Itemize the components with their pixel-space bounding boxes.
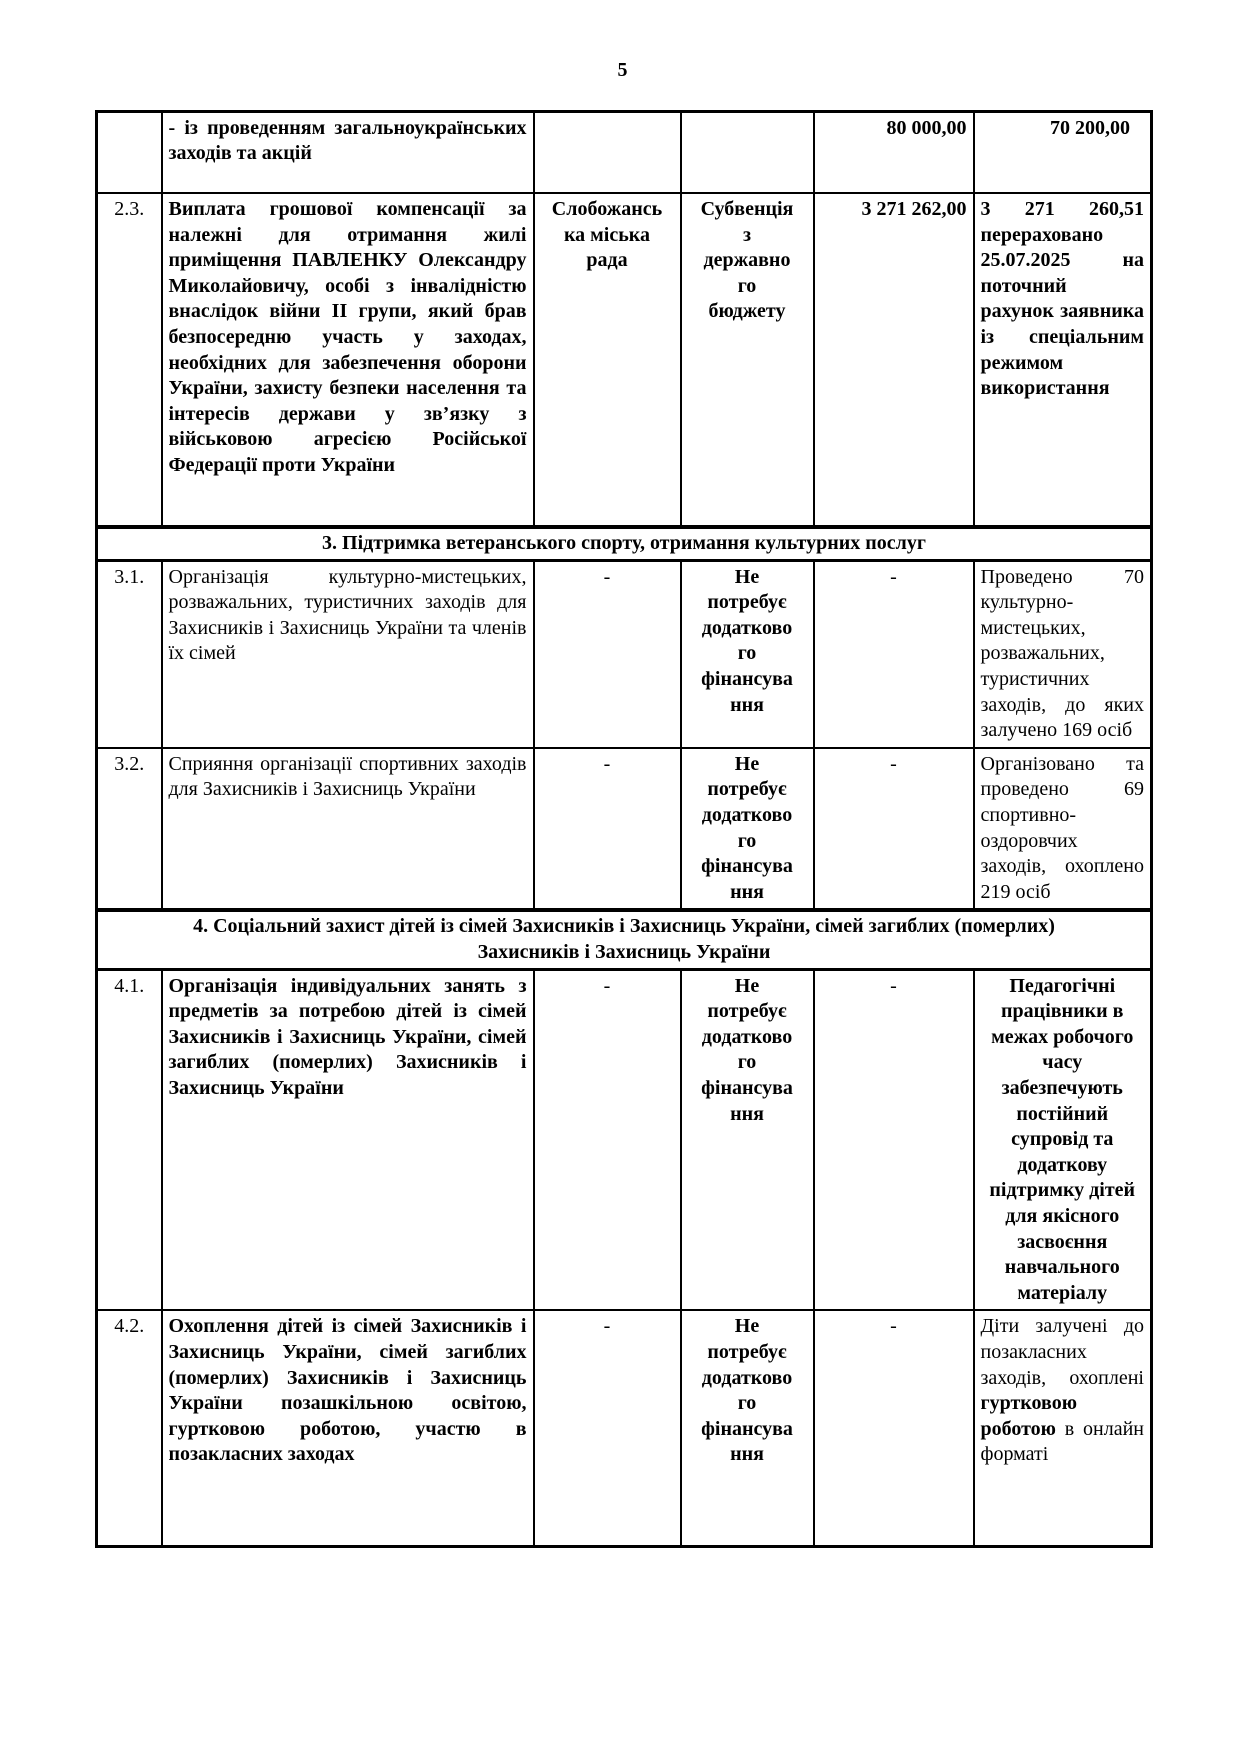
cell-planned-amount: 3 271 262,00: [812, 192, 975, 529]
cell-item-number: 4.2.: [95, 1309, 163, 1548]
cell-funding-source: [679, 110, 815, 195]
cell-funding-source: Субвенція з державно го бюджету: [679, 192, 815, 529]
report-table: - із проведенням загальноукраїнських зах…: [95, 109, 1153, 1548]
result-text-bold: гуртковою роботою: [980, 1392, 1077, 1440]
cell-planned-amount: -: [812, 968, 975, 1312]
cell-funding-source: Не потребує додатково го фінансува ння: [679, 1309, 815, 1548]
cell-result: Організовано та проведено 69 спортивно-о…: [972, 746, 1153, 912]
cell-item-number: [95, 110, 163, 195]
section-title: 3. Підтримка ветеранського спорту, отрим…: [95, 525, 1153, 562]
cell-result: Діти залучені до позакласних заходів, ох…: [972, 1309, 1153, 1548]
cell-measure-description: Охоплення дітей із сімей Захисників і За…: [160, 1309, 535, 1548]
cell-planned-amount: 80 000,00: [812, 110, 975, 195]
cell-item-number: 3.2.: [95, 746, 163, 912]
section-title-text: 4. Соціальний захист дітей із сімей Захи…: [193, 915, 1055, 963]
cell-result: Педагогічні працівники в межах робочого …: [972, 968, 1153, 1312]
table-row-continuation: - із проведенням загальноукраїнських зах…: [95, 110, 1153, 195]
table-row-2-3: 2.3. Виплата грошової компенсації за нал…: [95, 192, 1153, 529]
cell-item-number: 2.3.: [95, 192, 163, 529]
cell-funding-source: Не потребує додатково го фінансува ння: [679, 968, 815, 1312]
cell-executor: -: [532, 1309, 682, 1548]
cell-measure-description: Виплата грошової компенсації за належні …: [160, 192, 535, 529]
cell-executor: Слобожансь ка міська рада: [532, 192, 682, 529]
section-title: 4. Соціальний захист дітей із сімей Захи…: [95, 908, 1153, 971]
cell-measure-description: Організація культурно-мистецьких, розваж…: [160, 559, 535, 749]
cell-item-number: 4.1.: [95, 968, 163, 1312]
cell-measure-description: Організація індивідуальних занять з пред…: [160, 968, 535, 1312]
cell-executor: -: [532, 746, 682, 912]
cell-item-number: 3.1.: [95, 559, 163, 749]
cell-planned-amount: -: [812, 1309, 975, 1548]
cell-executor: -: [532, 968, 682, 1312]
cell-funding-source: Не потребує додатково го фінансува ння: [679, 559, 815, 749]
cell-measure-description: - із проведенням загальноукраїнських зах…: [160, 110, 535, 195]
section-header-row-4: 4. Соціальний захист дітей із сімей Захи…: [95, 908, 1153, 971]
cell-funding-source: Не потребує додатково го фінансува ння: [679, 746, 815, 912]
table-row-3-2: 3.2. Сприяння організації спортивних зах…: [95, 746, 1153, 912]
cell-executor: -: [532, 559, 682, 749]
cell-planned-amount: -: [812, 559, 975, 749]
cell-actual-amount: 70 200,00: [972, 110, 1153, 195]
table-row-3-1: 3.1. Організація культурно-мистецьких, р…: [95, 559, 1153, 749]
result-text: в онлайн форматі: [980, 1417, 1145, 1466]
table-row-4-2: 4.2. Охоплення дітей із сімей Захисників…: [95, 1309, 1153, 1548]
table-row-4-1: 4.1. Організація індивідуальних занять з…: [95, 968, 1153, 1312]
result-text: Діти залучені до позакласних заходів, ох…: [980, 1315, 1145, 1389]
cell-planned-amount: -: [812, 746, 975, 912]
cell-result: Проведено 70 культурно-мистецьких, розва…: [972, 559, 1153, 749]
cell-executor: [532, 110, 682, 195]
page-number: 5: [617, 59, 628, 81]
section-header-row-3: 3. Підтримка ветеранського спорту, отрим…: [95, 525, 1153, 562]
cell-measure-description: Сприяння організації спортивних заходів …: [160, 746, 535, 912]
cell-result: 3 271 260,51 перераховано 25.07.2025 на …: [972, 192, 1153, 529]
